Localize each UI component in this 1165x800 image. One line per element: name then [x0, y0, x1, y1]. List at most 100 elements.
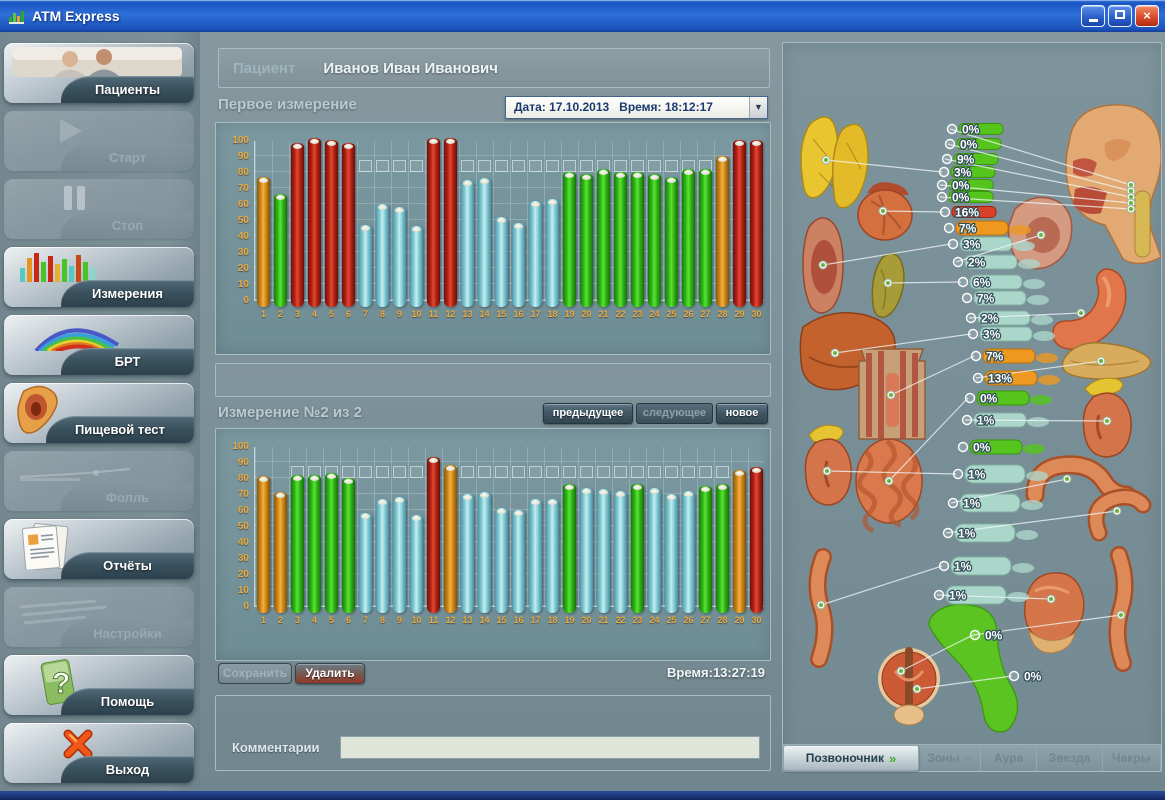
spine-marker-L4[interactable] — [938, 560, 950, 572]
spine-marker-C5[interactable] — [936, 179, 948, 191]
organ-colon-ascending[interactable] — [1108, 546, 1134, 672]
spine-marker-T4[interactable] — [957, 276, 969, 288]
x-tick-label: 5 — [328, 309, 334, 319]
delete-button[interactable]: Удалить — [295, 663, 365, 684]
connector-line — [972, 614, 1122, 636]
organ-thyroid[interactable] — [800, 116, 869, 209]
spine-marker-L1[interactable] — [952, 468, 964, 480]
maximize-button[interactable] — [1108, 5, 1132, 27]
spine-marker-T3[interactable] — [952, 256, 964, 268]
sidebar-item-label: Пищевой тест — [45, 416, 194, 443]
x-tick-label: 25 — [666, 615, 677, 625]
comments-input[interactable] — [340, 736, 760, 759]
new-measurement-button[interactable]: новое — [716, 403, 768, 424]
spine-marker-C2[interactable] — [944, 138, 956, 150]
x-tick-label: 10 — [411, 615, 422, 625]
spine-marker-C1[interactable] — [946, 123, 958, 135]
vertebra-C4 — [950, 166, 996, 178]
norm-range-marker — [359, 160, 372, 172]
norm-range-marker — [376, 160, 389, 172]
datetime-select[interactable]: Дата: 17.10.2013 Время: 18:12:17 ▼ — [505, 96, 768, 119]
spine-marker-T7[interactable] — [967, 328, 979, 340]
spine-percentage-T12: 0% — [973, 441, 991, 455]
spine-marker-C6[interactable] — [936, 191, 948, 203]
minimize-button[interactable] — [1081, 5, 1105, 27]
norm-range-marker — [478, 466, 491, 478]
y-tick-label: 50 — [237, 521, 249, 532]
spine-marker-Coccyx[interactable] — [1008, 670, 1020, 682]
x-tick-label: 18 — [547, 615, 558, 625]
organ-kidney-left[interactable] — [804, 424, 852, 506]
spine-marker-T12[interactable] — [957, 441, 969, 453]
spine-marker-C4[interactable] — [938, 166, 950, 178]
documents-icon — [18, 522, 78, 571]
vertebra-process — [1023, 279, 1045, 289]
sidebar-item-label: БРТ — [61, 348, 194, 375]
sidebar-item-help[interactable]: ? Помощь — [4, 655, 194, 715]
organ-marker-dot — [1105, 419, 1109, 423]
spine-marker-T6[interactable] — [965, 312, 977, 324]
sidebar-item-brt[interactable]: БРТ — [4, 315, 194, 375]
x-tick-label: 13 — [462, 309, 473, 319]
organ-stomach[interactable] — [1052, 268, 1127, 350]
bar-22 — [614, 172, 627, 307]
connector-line — [975, 360, 1102, 379]
bar-19 — [563, 484, 576, 613]
previous-measurement-button[interactable]: предыдущее — [543, 403, 633, 424]
measurement-chart-1: 0 10 20 30 40 50 60 70 80 90 100 1 2 3 4 5 6 7 8 9 10 11 12 13 1… — [215, 122, 771, 355]
spine-marker-T11[interactable] — [961, 414, 973, 426]
organ-marker-dot — [886, 281, 890, 285]
spine-marker-T1[interactable] — [943, 222, 955, 234]
organ-head-throat[interactable] — [1065, 104, 1161, 265]
spine-marker-L5[interactable] — [933, 589, 945, 601]
close-button[interactable]: × — [1135, 5, 1159, 27]
x-tick-label: 7 — [362, 615, 368, 625]
sidebar-item-patients[interactable]: Пациенты — [4, 43, 194, 103]
sidebar-item-measurements[interactable]: Измерения — [4, 247, 194, 307]
organ-pancreas[interactable] — [1061, 342, 1152, 380]
spine-marker-T2[interactable] — [947, 238, 959, 250]
spine-marker-T8[interactable] — [970, 350, 982, 362]
spine-marker-L2[interactable] — [947, 497, 959, 509]
spine-percentage-T11: 1% — [977, 414, 995, 428]
x-tick-label: 24 — [649, 615, 660, 625]
sidebar-item-food-test[interactable]: Пищевой тест — [4, 383, 194, 443]
chevron-right-icon: » — [888, 750, 897, 766]
spine-marker-T9[interactable] — [972, 372, 984, 384]
connector-line — [900, 634, 974, 672]
sidebar-item-exit[interactable]: Выход — [4, 723, 194, 783]
chevron-down-icon[interactable]: ▼ — [749, 97, 767, 118]
sacrum-illustration[interactable] — [928, 603, 1019, 733]
organ-colon-hepatic[interactable] — [1087, 488, 1152, 542]
y-tick-label: 100 — [232, 135, 249, 146]
spine-marker-L3[interactable] — [942, 527, 954, 539]
spine-marker-T10[interactable] — [964, 392, 976, 404]
organ-marker-dot — [833, 351, 837, 355]
norm-range-marker — [580, 466, 593, 478]
x-tick-label: 17 — [530, 309, 541, 319]
x-tick-label: 11 — [428, 309, 439, 319]
connector-line — [939, 196, 1132, 210]
organ-prostate[interactable] — [878, 647, 940, 726]
connector-line — [936, 594, 1052, 600]
spine-percentage-T6: 2% — [981, 312, 999, 326]
sidebar-item-label: Отчёты — [61, 552, 194, 579]
organ-bladder[interactable] — [1024, 572, 1085, 654]
vertebra-T8 — [982, 348, 1036, 364]
spine-marker-Sacrum[interactable] — [969, 629, 981, 641]
vertebra-process — [1027, 417, 1049, 427]
vertebra-C7 — [951, 206, 997, 218]
spine-marker-T5[interactable] — [961, 292, 973, 304]
spine-marker-C3[interactable] — [941, 153, 953, 165]
tab-spine[interactable]: Позвоночник » — [783, 745, 919, 771]
vertebra-process — [1012, 563, 1034, 573]
norm-range-marker — [580, 160, 593, 172]
organ-marker-dot — [821, 263, 825, 267]
norm-range-marker — [393, 160, 406, 172]
x-tick-label: 30 — [751, 615, 762, 625]
bar-14 — [478, 492, 491, 613]
vertebra-T3 — [964, 254, 1018, 270]
bar-15 — [495, 508, 508, 613]
spine-marker-C7[interactable] — [939, 206, 951, 218]
sidebar-item-reports[interactable]: Отчёты — [4, 519, 194, 579]
